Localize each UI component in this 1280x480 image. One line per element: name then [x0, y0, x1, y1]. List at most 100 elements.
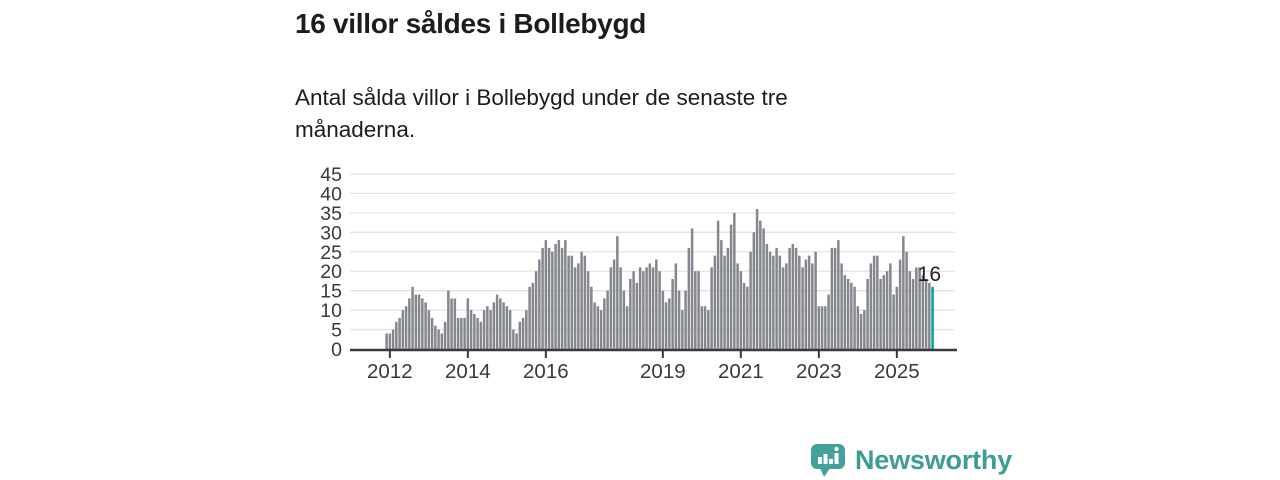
bar: [482, 310, 486, 349]
bar: [876, 255, 879, 349]
bar: [518, 321, 522, 349]
bar: [892, 294, 895, 349]
bar: [785, 263, 788, 349]
bar: [625, 306, 629, 349]
bar: [690, 228, 694, 349]
bar: [768, 251, 772, 349]
bar: [804, 259, 808, 349]
bar: [648, 263, 652, 349]
bar: [525, 310, 528, 349]
bar: [830, 247, 834, 349]
bar: [918, 267, 921, 349]
bar: [541, 247, 544, 349]
bar: [788, 247, 791, 349]
bar: [902, 236, 905, 349]
bar: [882, 275, 886, 349]
bar: [583, 255, 587, 349]
bar: [755, 209, 759, 349]
bar: [606, 290, 609, 349]
bar: [417, 294, 421, 349]
y-axis-tick-label: 5: [331, 320, 342, 342]
bar: [642, 271, 645, 349]
chart-subtitle: Antal sålda villor i Bollebygd under de …: [295, 85, 788, 143]
y-axis-tick-label: 45: [320, 164, 342, 186]
bar: [713, 255, 717, 349]
bar: [908, 271, 912, 349]
bar: [824, 306, 827, 349]
bar: [729, 224, 733, 349]
bar: [544, 240, 548, 349]
brand-name: Newsworthy: [855, 444, 1013, 475]
bar: [443, 321, 447, 349]
bar: [414, 294, 418, 349]
bar: [557, 240, 561, 349]
bar: [869, 263, 873, 349]
bar: [827, 294, 830, 349]
bar: [616, 236, 619, 349]
bar: [752, 232, 756, 349]
bar: [889, 263, 892, 349]
bar: [577, 263, 580, 349]
bar: [778, 255, 782, 349]
highlighted-bar: [931, 286, 934, 349]
bar: [463, 317, 466, 349]
bar: [570, 255, 574, 349]
bar: [564, 240, 567, 349]
bar: [671, 279, 674, 349]
bar: [846, 279, 850, 349]
bar: [661, 290, 665, 349]
bar: [723, 255, 726, 349]
bar: [658, 271, 661, 349]
bar: [395, 321, 398, 349]
y-axis-tick-label: 20: [320, 261, 342, 283]
y-axis-tick-label: 25: [320, 242, 342, 264]
bar: [632, 271, 635, 349]
x-axis-tick-label: 2019: [640, 360, 686, 383]
bar: [603, 298, 606, 349]
bar: [408, 298, 411, 349]
bar: [921, 275, 925, 349]
bar: [427, 310, 431, 349]
bar: [486, 306, 489, 349]
bar: [495, 294, 499, 349]
bar: [746, 286, 749, 349]
bar: [879, 279, 882, 349]
bar: [850, 282, 853, 349]
bar: [720, 240, 723, 349]
x-axis-tick-label: 2025: [874, 360, 920, 383]
bar: [863, 310, 866, 349]
bar: [759, 220, 762, 349]
x-axis-tick-label: 2016: [523, 360, 569, 383]
bar: [567, 255, 570, 349]
bar: [814, 251, 817, 349]
bar: [508, 310, 512, 349]
bar: [424, 302, 427, 349]
bar: [612, 259, 616, 349]
bar: [700, 306, 704, 349]
y-axis-tick-label: 0: [331, 339, 342, 361]
bar: [469, 310, 473, 349]
bar: [765, 244, 769, 349]
newsworthy-logo-icon: [811, 443, 845, 477]
bar: [749, 251, 752, 349]
bar: [801, 267, 804, 349]
bar: [674, 263, 678, 349]
bar: [794, 247, 798, 349]
bar: [833, 247, 837, 349]
bar: [924, 279, 928, 349]
bar: [492, 302, 496, 349]
bar: [411, 286, 414, 349]
bar: [703, 306, 707, 349]
bar: [775, 247, 778, 349]
bar: [551, 251, 554, 349]
y-axis-tick-label: 10: [320, 300, 342, 322]
brand-logo: Newsworthy: [810, 442, 1012, 478]
bar: [388, 333, 392, 349]
bar: [664, 302, 668, 349]
x-axis-tick-label: 2021: [718, 360, 764, 383]
bar: [440, 333, 444, 349]
bar: [716, 220, 720, 349]
bar: [781, 267, 785, 349]
bar: [460, 317, 463, 349]
